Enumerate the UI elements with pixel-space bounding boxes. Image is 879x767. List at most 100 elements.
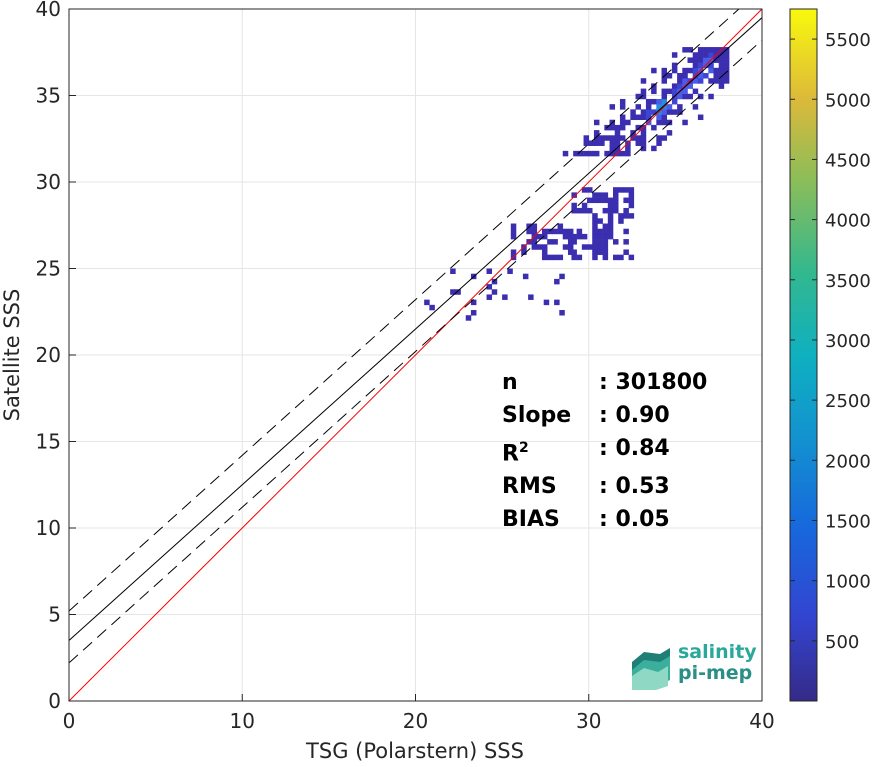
x-axis-title: TSG (Polarstern) SSS <box>305 739 524 763</box>
density-cell <box>718 67 725 74</box>
density-cell <box>557 223 564 230</box>
density-cell <box>635 135 642 141</box>
density-cell <box>623 213 629 219</box>
density-cell <box>609 145 616 152</box>
density-cell <box>593 135 600 141</box>
density-cell <box>541 249 548 255</box>
density-cell <box>587 207 593 214</box>
density-cell <box>567 244 574 250</box>
colorbar-tick-label: 3500 <box>825 271 871 292</box>
density-cell <box>592 213 598 219</box>
logo-line2: pi-mep <box>678 662 753 684</box>
density-cell <box>619 119 626 126</box>
density-cell <box>656 140 662 146</box>
density-cell <box>536 244 543 250</box>
density-cell <box>619 104 626 110</box>
density-cell <box>661 93 668 100</box>
density-cell <box>607 207 614 214</box>
density-cell <box>625 150 631 157</box>
density-cell <box>723 62 730 69</box>
density-cell <box>593 119 600 126</box>
density-cell <box>628 192 635 198</box>
regression-lower-line <box>69 39 762 664</box>
density-cell <box>597 197 603 204</box>
density-cell <box>723 67 730 74</box>
density-cell <box>661 78 668 84</box>
density-cell <box>552 254 558 261</box>
density-cell <box>541 228 548 235</box>
density-cell <box>628 197 635 204</box>
density-cell <box>718 78 725 84</box>
y-axis: 0 5 10 15 20 25 30 35 40 <box>36 0 76 713</box>
density-cell <box>571 192 577 198</box>
density-cell <box>491 278 498 285</box>
density-cell <box>510 228 517 235</box>
density-cell <box>602 192 609 198</box>
density-cell <box>576 228 583 235</box>
density-cell <box>554 299 560 306</box>
density-cell <box>703 52 709 58</box>
density-cell <box>661 98 668 105</box>
density-cell <box>562 228 569 235</box>
density-cell <box>604 135 610 141</box>
density-cell <box>692 62 699 69</box>
stats-box: n: 301800 Slope: 0.90 R2: 0.84 RMS: 0.53… <box>502 366 707 536</box>
colorbar-tick-label: 4500 <box>825 150 871 171</box>
density-cell <box>682 73 688 79</box>
density-cell <box>671 52 678 58</box>
density-cell <box>671 83 678 89</box>
density-cell <box>640 145 647 152</box>
density-cell <box>645 104 652 110</box>
density-cell <box>576 207 583 214</box>
density-cell <box>666 119 673 126</box>
density-cell <box>583 150 590 157</box>
density-cell <box>687 83 693 89</box>
density-cell <box>510 249 517 255</box>
density-cell <box>450 289 456 295</box>
density-cell <box>599 140 605 146</box>
density-cell <box>713 67 719 74</box>
density-cell <box>567 239 574 245</box>
density-cell <box>723 78 730 84</box>
density-cell <box>718 52 725 58</box>
density-cell <box>547 228 553 235</box>
density-cell <box>623 187 629 193</box>
density-cell <box>692 52 699 58</box>
salinity-pi-mep-logo: salinity pi-mep <box>630 642 760 692</box>
density-cell <box>635 114 642 121</box>
density-cell <box>661 67 668 74</box>
density-cell <box>567 233 574 240</box>
density-cell <box>703 57 709 63</box>
density-cell <box>613 254 619 261</box>
density-cell <box>651 98 657 105</box>
density-cell <box>526 228 532 235</box>
density-cell <box>613 239 619 245</box>
y-tick-label: 5 <box>48 603 61 627</box>
density-cell <box>651 124 657 131</box>
colorbar-tick-label: 3000 <box>825 331 871 352</box>
density-cell <box>625 145 631 152</box>
density-cell <box>618 254 624 261</box>
density-cell <box>708 62 714 69</box>
y-tick-label: 20 <box>36 343 61 367</box>
density-cell <box>656 114 662 121</box>
density-cell <box>682 93 688 100</box>
density-cell <box>619 150 626 157</box>
density-cell <box>666 109 673 115</box>
stat-slope: Slope: 0.90 <box>502 403 670 428</box>
density-cell <box>486 284 493 290</box>
density-cell <box>592 223 598 230</box>
density-cell <box>687 47 693 53</box>
density-cell <box>671 109 678 115</box>
y-tick-label: 40 <box>36 0 61 21</box>
density-cell <box>645 109 652 115</box>
density-cell <box>718 73 725 79</box>
density-cell <box>692 104 699 110</box>
density-cell <box>619 124 626 131</box>
density-cell <box>581 202 588 209</box>
density-cell <box>609 150 616 157</box>
density-cell <box>597 192 603 198</box>
density-cell <box>614 130 621 136</box>
density-cell <box>587 244 593 250</box>
